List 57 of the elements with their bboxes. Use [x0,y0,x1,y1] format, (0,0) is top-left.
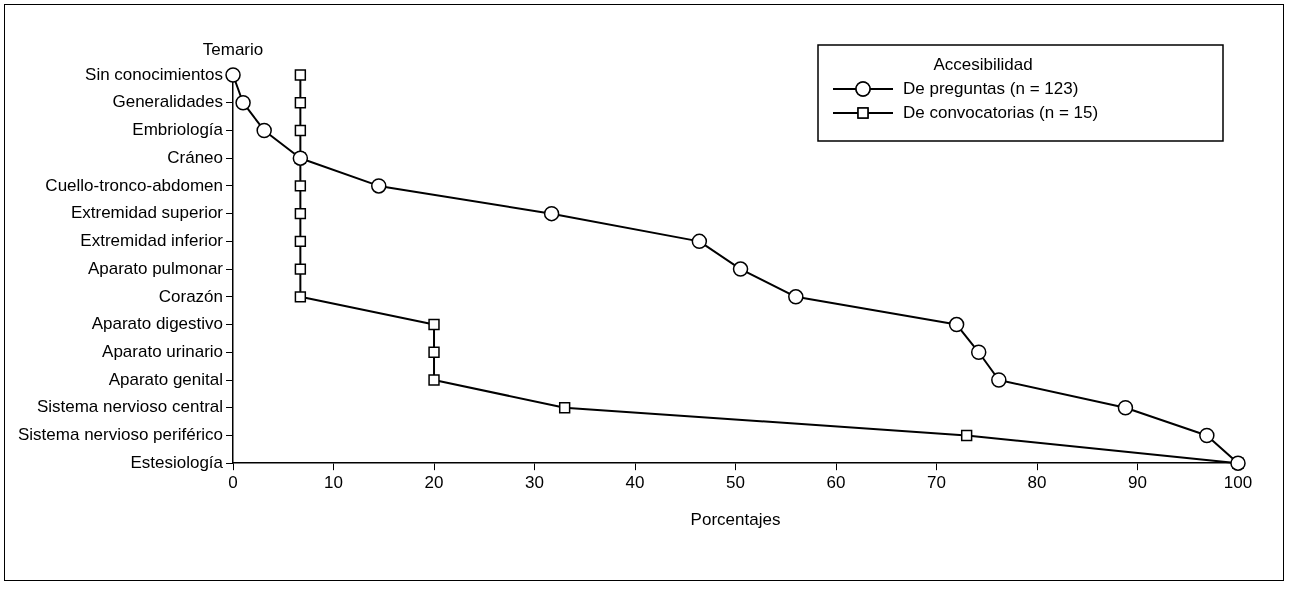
point [543,205,560,222]
y-tick-label: Extremidad superior [70,203,224,223]
point [371,178,387,194]
y-tick-label: Cráneo [167,147,224,167]
y-tick-label: Aparato pulmonar [87,258,224,278]
point [428,374,440,386]
point [1199,427,1215,444]
point [948,316,965,333]
legend-title: Accesibilidad [933,54,1033,74]
x-tick-label: 90 [1128,473,1147,493]
y-tick-label: Aparato urinario [102,341,224,361]
x-tick-label: 40 [625,473,645,493]
point [991,372,1007,388]
point [294,97,307,109]
point [256,122,272,139]
y-tick-label: Aparato digestivo [91,314,224,334]
point [960,429,973,442]
x-tick-label: 80 [1027,473,1047,493]
point [1117,399,1134,416]
y-tick-label: Aparato genital [108,369,224,389]
point [294,124,307,137]
point [294,235,307,248]
x-tick-label: 30 [525,473,544,493]
y-tick-label: Generalidades [112,92,224,112]
point [428,346,440,358]
point [294,263,307,275]
y-tick-label: Sistema nervioso periférico [18,425,224,445]
x-tick-label: 20 [424,473,444,493]
x-tick-label: 60 [826,473,846,493]
point [970,344,987,361]
point [294,207,307,220]
y-tick-label: Extremidad inferior [80,231,224,251]
point [788,289,804,305]
x-axis-title: Porcentajes [690,510,781,530]
legend-label: De convocatorias (n = 15) [903,102,1099,122]
y-tick-label: Embriología [132,120,224,140]
point [294,69,307,81]
point [558,402,571,414]
y-tick-label: Corazón [158,286,224,306]
y-tick-label: Sistema nervioso central [36,397,224,417]
point [691,233,708,250]
x-tick-label: 100 [1223,473,1253,493]
y-tick-label: Cuello-tronco-abdomen [45,175,224,195]
point [235,94,251,111]
point [225,67,241,83]
point [294,180,307,192]
x-tick-label: 10 [324,473,343,493]
x-tick-label: 0 [228,473,238,493]
x-tick-label: 70 [927,473,946,493]
point [294,291,307,303]
point [732,261,749,277]
x-tick-label: 50 [726,473,745,493]
legend-label: De preguntas (n = 123) [903,78,1079,98]
y-tick-label: Sin conocimientos [85,64,224,84]
y-tick-label: Estesiología [130,452,224,472]
y-axis-title: Temario [202,40,264,60]
point [428,318,440,331]
